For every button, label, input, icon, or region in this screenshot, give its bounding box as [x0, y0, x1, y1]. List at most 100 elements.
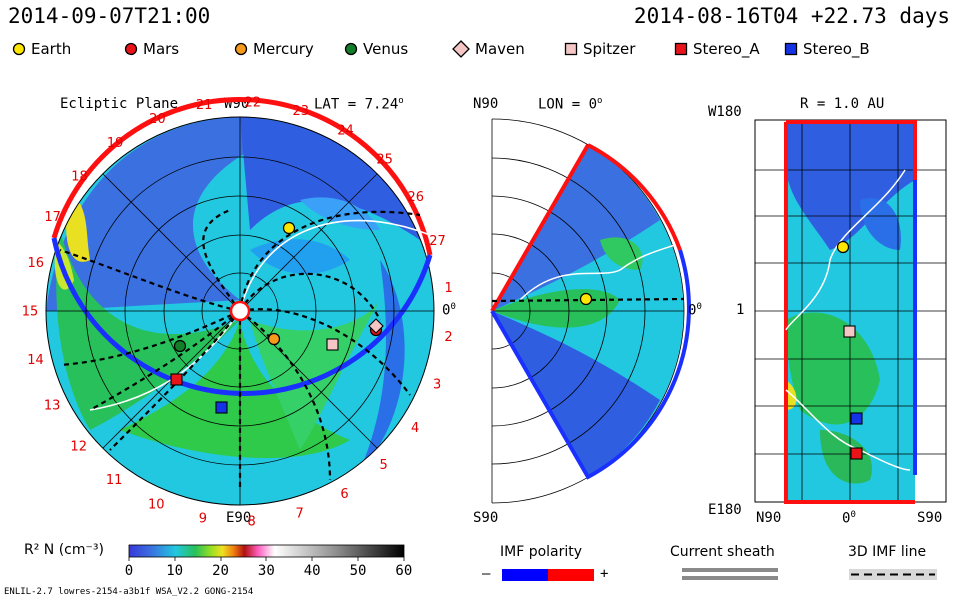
carrington-number-13: 13	[44, 399, 61, 414]
stereo-a-marker-icon	[674, 42, 688, 56]
carrington-number-21: 21	[196, 98, 213, 113]
ecliptic-maven	[368, 318, 384, 334]
radial-e180-label: E180	[708, 502, 742, 518]
radial-n90-label: N90	[756, 510, 782, 526]
object-legend: Earth Mars Mercury Venus Maven Spitzer S…	[12, 38, 952, 60]
ecliptic-zero-label: 00	[442, 302, 456, 319]
meridional-lon-label: LON = 0o	[538, 96, 603, 113]
colorbar-gradient	[128, 544, 405, 558]
ecliptic-title: Ecliptic Plane	[60, 96, 179, 112]
carrington-number-22: 22	[245, 95, 262, 110]
ecliptic-lat-label: LAT = 7.24o	[314, 96, 404, 113]
carrington-number-20: 20	[149, 112, 166, 127]
meridional-s90-label: S90	[473, 510, 499, 526]
earth-marker-icon	[12, 42, 26, 56]
colorbar-tick-50: 50	[349, 563, 367, 579]
model-time-label: 2014-08-16T04 +22.73 days	[633, 4, 950, 28]
legend-mars: Mars	[124, 38, 179, 60]
colorbar-tick-10: 10	[166, 563, 184, 579]
maven-marker-icon	[452, 40, 470, 58]
legend-spitzer: Spitzer	[564, 38, 635, 60]
current-sheath-swatch-bottom	[682, 576, 778, 580]
carrington-number-17: 17	[44, 210, 61, 225]
carrington-number-6: 6	[340, 487, 348, 502]
legend-maven: Maven	[452, 38, 525, 60]
current-sheath-title: Current sheath	[670, 544, 775, 560]
meridional-earth	[579, 292, 593, 306]
ecliptic-venus	[173, 339, 187, 353]
run-time-label: 2014-09-07T21:00	[8, 4, 211, 28]
stereo-b-marker-icon	[784, 42, 798, 56]
spitzer-marker-icon	[564, 42, 578, 56]
carrington-number-3: 3	[433, 377, 441, 392]
current-sheath-swatch-top	[682, 568, 778, 572]
carrington-number-25: 25	[376, 153, 393, 168]
imf-plus-label: +	[600, 566, 609, 582]
ecliptic-spitzer	[326, 338, 339, 351]
carrington-number-7: 7	[295, 506, 303, 521]
carrington-number-27: 27	[429, 234, 446, 249]
carrington-number-26: 26	[408, 190, 425, 205]
carrington-number-9: 9	[199, 512, 207, 527]
venus-marker-icon	[344, 42, 358, 56]
legend-venus: Venus	[344, 38, 408, 60]
meridional-plot	[490, 118, 691, 504]
ecliptic-positive-polarity-arc	[51, 97, 433, 256]
carrington-number-23: 23	[293, 104, 310, 119]
carrington-number-12: 12	[70, 440, 87, 455]
ecliptic-stereo-b	[215, 401, 228, 414]
colorbar-tick-30: 30	[257, 563, 275, 579]
colorbar-tick-0: 0	[124, 563, 134, 579]
meridional-n90-label: N90	[473, 96, 499, 112]
radial-s90-label: S90	[917, 510, 943, 526]
imf-negative-swatch	[502, 569, 548, 581]
radial-stereo-a	[850, 447, 863, 460]
colorbar-tick-60: 60	[395, 563, 413, 579]
radial-plot	[754, 119, 947, 504]
legend-stereo-b: Stereo_B	[784, 38, 870, 60]
colorbar-tick-20: 20	[212, 563, 229, 579]
legend-earth: Earth	[12, 38, 71, 60]
legend-stereo-a: Stereo_A	[674, 38, 760, 60]
meridional-zero-label: 00	[688, 302, 702, 319]
ecliptic-stereo-a	[170, 373, 183, 386]
carrington-number-2: 2	[444, 330, 452, 345]
ecliptic-earth	[282, 221, 296, 235]
carrington-number-11: 11	[106, 473, 123, 488]
ecliptic-mercury	[267, 332, 281, 346]
imf-positive-swatch	[548, 569, 594, 581]
carrington-number-19: 19	[107, 136, 124, 151]
carrington-number-10: 10	[148, 498, 165, 513]
ecliptic-imf-lines	[59, 208, 421, 490]
radial-stereo-b	[850, 412, 863, 425]
ecliptic-sun-marker	[229, 300, 251, 322]
footer-model-info: ENLIL-2.7 lowres-2154-a3b1f WSA_V2.2 GON…	[4, 587, 254, 597]
colorbar-tick-40: 40	[303, 563, 321, 579]
ecliptic-e90-label: E90	[226, 510, 252, 526]
carrington-number-16: 16	[28, 256, 45, 271]
carrington-number-5: 5	[380, 458, 388, 473]
carrington-number-18: 18	[71, 170, 88, 185]
colorbar-tick-marks	[128, 557, 405, 561]
carrington-number-14: 14	[27, 353, 44, 368]
carrington-number-8: 8	[247, 515, 255, 530]
mars-marker-icon	[124, 42, 138, 56]
imf-minus-label: –	[482, 566, 491, 582]
radial-one-label: 1	[736, 302, 745, 318]
colorbar-label: R² N (cm⁻³)	[24, 542, 104, 558]
radial-spitzer	[843, 325, 856, 338]
carrington-number-15: 15	[22, 304, 39, 319]
radial-earth	[836, 240, 850, 254]
carrington-number-24: 24	[337, 123, 354, 138]
radial-zero-label: 00	[842, 510, 856, 527]
imf-polarity-title: IMF polarity	[500, 544, 583, 560]
carrington-number-1: 1	[445, 281, 453, 296]
radial-w180-label: W180	[708, 104, 742, 120]
mercury-marker-icon	[234, 42, 248, 56]
legend-mercury: Mercury	[234, 38, 314, 60]
imf3d-title: 3D IMF line	[848, 544, 927, 560]
carrington-number-4: 4	[411, 421, 419, 436]
radial-distance-label: R = 1.0 AU	[800, 96, 885, 112]
